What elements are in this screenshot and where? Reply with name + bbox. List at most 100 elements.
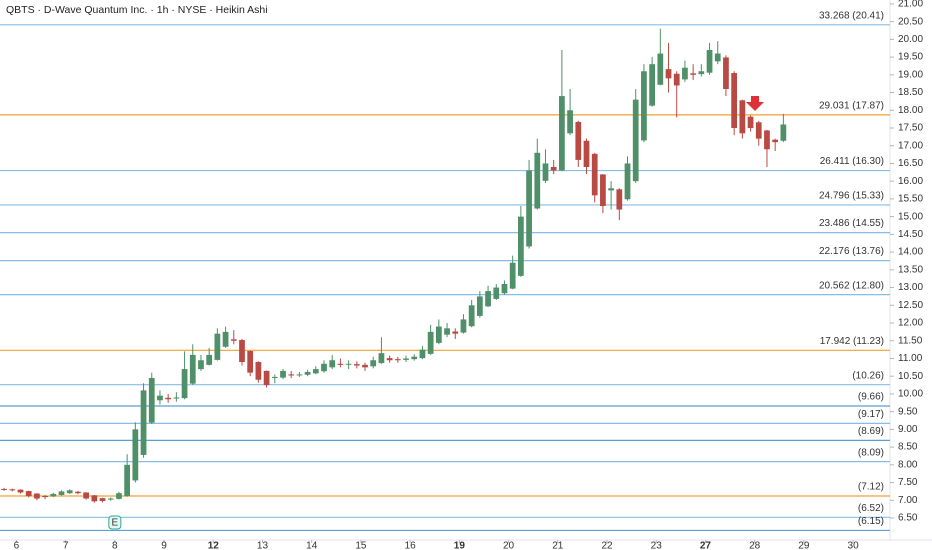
candle-body: [403, 358, 409, 360]
candle-body: [34, 493, 40, 499]
x-tick-label: 13: [257, 541, 269, 550]
candle-body: [608, 188, 614, 191]
candle-body: [181, 369, 188, 399]
level-label: 20.562 (12.80): [819, 280, 884, 291]
candle-body: [501, 284, 508, 294]
candle-body: [189, 354, 196, 384]
x-tick-label: 15: [355, 541, 367, 550]
y-tick-label: 9.50: [898, 406, 918, 417]
candle-body: [230, 339, 237, 341]
candle-body: [66, 490, 73, 494]
candle-body: [353, 364, 360, 366]
signal-arrow: [746, 96, 764, 111]
candle-body: [75, 491, 81, 494]
candle-body: [657, 53, 664, 85]
level-label: 33.268 (20.41): [819, 10, 884, 21]
y-tick-label: 12.00: [898, 318, 923, 329]
candle-body: [280, 370, 286, 378]
level-label: (9.66): [858, 392, 884, 403]
candle-body: [714, 53, 721, 62]
candle-body: [476, 296, 483, 316]
x-tick-label: 8: [112, 541, 118, 550]
x-tick-label: 30: [848, 541, 860, 550]
candle-body: [140, 390, 147, 455]
candle-body: [124, 464, 131, 497]
y-tick-label: 11.50: [898, 335, 923, 346]
candle-body: [394, 359, 401, 361]
level-label: (6.52): [858, 503, 884, 514]
candle-body: [485, 291, 491, 307]
y-tick-label: 11.00: [898, 353, 923, 364]
y-tick-label: 20.50: [898, 16, 923, 27]
candle-body: [427, 331, 434, 354]
level-label: (8.69): [858, 426, 884, 437]
x-tick-label: 21: [552, 541, 564, 550]
candle-body: [780, 124, 787, 141]
candle-body: [132, 429, 139, 481]
candle-body: [1, 488, 7, 490]
x-tick-label: 7: [63, 541, 69, 550]
candle-body: [173, 397, 180, 399]
y-tick-label: 18.00: [898, 105, 923, 116]
level-label: 24.796 (15.33): [819, 191, 884, 202]
candle-body: [337, 363, 344, 365]
y-tick-label: 13.00: [898, 282, 923, 293]
candle-body: [288, 374, 295, 376]
x-tick-label: 22: [601, 541, 613, 550]
candle-body: [698, 71, 705, 75]
candle-body: [247, 351, 254, 373]
y-tick-label: 18.50: [898, 87, 923, 98]
x-tick-label: 27: [700, 541, 712, 550]
candle-body: [764, 130, 770, 150]
down-arrow: [746, 96, 764, 111]
candle-body: [731, 73, 738, 128]
candle-body: [575, 121, 582, 160]
level-label: (8.09): [858, 447, 884, 458]
candle-body: [198, 360, 204, 370]
y-tick-label: 7.50: [898, 477, 918, 488]
candle-body: [444, 328, 450, 335]
candle-body: [723, 57, 729, 89]
level-label: 26.411 (16.30): [820, 156, 884, 167]
candle-body: [682, 67, 688, 80]
y-tick-label: 12.50: [898, 300, 923, 311]
y-tick-label: 21.00: [898, 0, 923, 10]
candle-body: [321, 363, 327, 372]
candle-body: [550, 166, 557, 171]
y-tick-label: 19.00: [898, 69, 923, 80]
candle-body: [42, 496, 48, 498]
candle-body: [263, 370, 270, 386]
candle-body: [460, 319, 467, 333]
y-tick-label: 19.50: [898, 52, 923, 63]
candle-body: [600, 174, 606, 207]
y-tick-label: 17.00: [898, 140, 923, 151]
y-tick-label: 13.50: [898, 264, 923, 275]
candle-body: [649, 64, 655, 106]
candle-body: [518, 216, 524, 276]
candle-body: [411, 356, 418, 360]
candle-body: [255, 362, 262, 380]
candle-body: [239, 340, 245, 363]
candle-body: [362, 364, 368, 368]
level-label: (7.12): [858, 482, 884, 493]
candle-body: [591, 153, 598, 196]
x-tick-label: 29: [798, 541, 810, 550]
candle-body: [739, 100, 746, 134]
candle-body: [312, 369, 319, 374]
candle-body: [83, 492, 89, 499]
candle-body: [378, 353, 385, 364]
x-tick-label: 9: [161, 541, 167, 550]
y-tick-label: 8.00: [898, 459, 918, 470]
level-label: 29.031 (17.87): [819, 101, 884, 112]
candle-body: [534, 152, 541, 209]
y-tick-label: 14.00: [898, 247, 923, 258]
x-tick-label: 12: [208, 541, 220, 550]
candle-body: [345, 363, 352, 365]
level-label: 22.176 (13.76): [819, 246, 884, 257]
level-label: 17.942 (11.23): [820, 336, 884, 347]
y-tick-label: 14.50: [898, 229, 923, 240]
x-tick-label: 28: [749, 541, 761, 550]
chart-title: QBTS · D-Wave Quantum Inc. · 1h · NYSE ·…: [6, 4, 268, 16]
